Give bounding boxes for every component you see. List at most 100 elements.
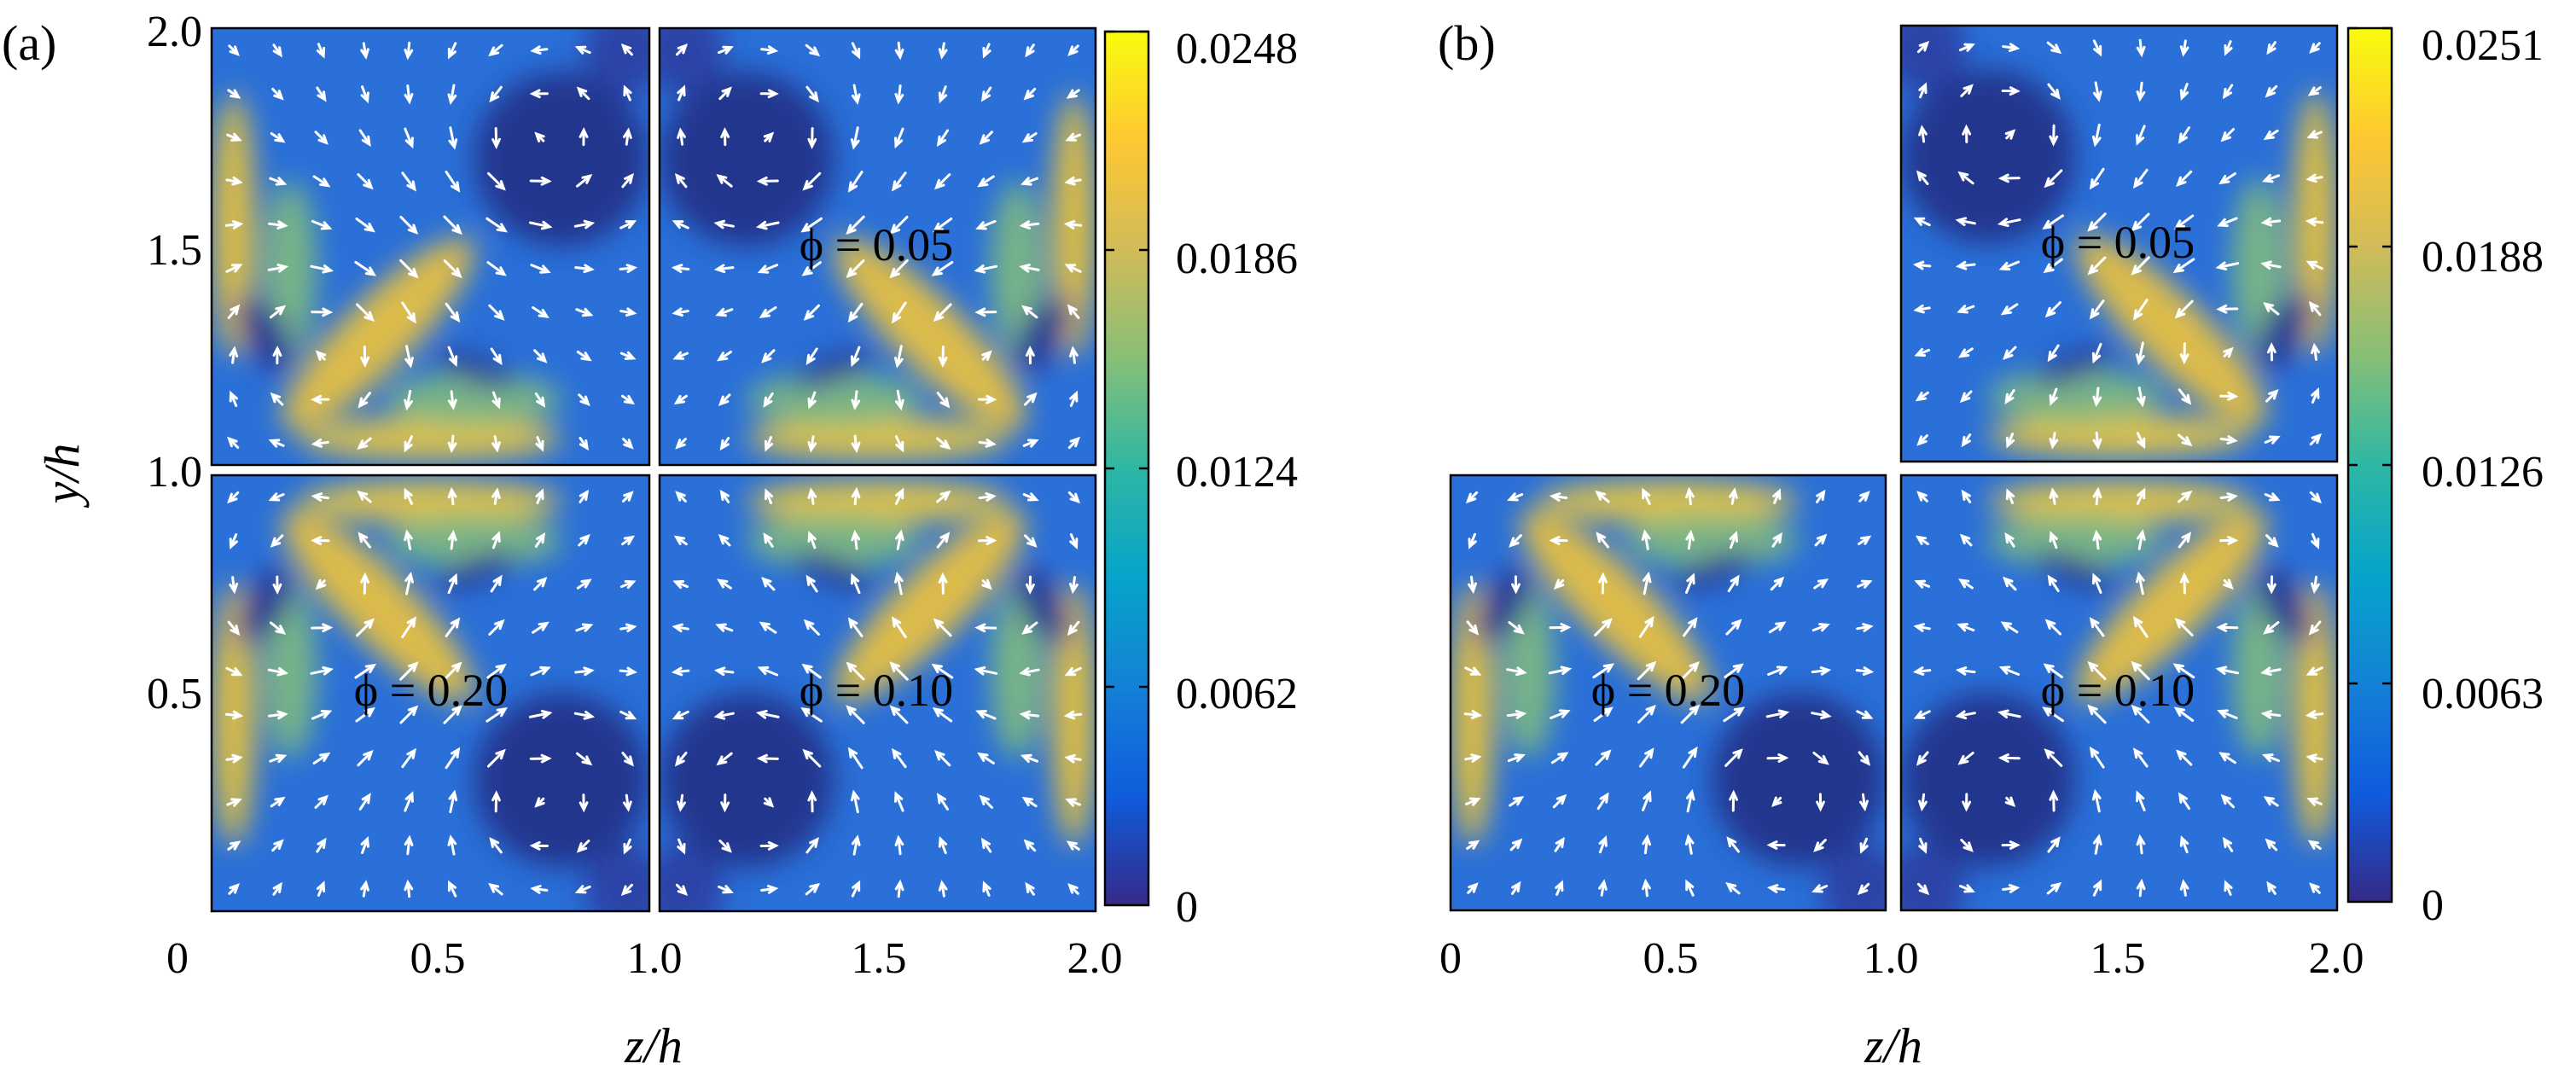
velocity-arrow [622,491,634,503]
velocity-arrow [759,621,777,634]
velocity-arrow [1511,575,1521,595]
velocity-arrow [443,661,462,681]
quadrant-frame [1899,474,2339,912]
velocity-arrow [1019,220,1040,230]
velocity-arrow [1961,489,1972,503]
velocity-arrow [1857,882,1870,896]
velocity-arrow [1025,44,1035,58]
velocity-arrow [534,131,545,142]
velocity-arrow [1595,749,1612,766]
velocity-arrow [445,302,461,323]
velocity-arrow [894,41,904,61]
panel-label-a: (a) [2,15,56,71]
velocity-arrow [228,44,240,56]
velocity-arrow [1021,132,1038,143]
velocity-arrow [1548,665,1573,676]
velocity-arrow [1855,666,1875,676]
velocity-arrow [2089,746,2105,769]
velocity-arrow [491,127,501,149]
velocity-arrow [2173,214,2195,230]
velocity-arrow [1918,125,1928,143]
velocity-arrow [1962,124,1972,143]
velocity-arrow [399,259,419,279]
velocity-arrow [2043,663,2063,678]
y-tick-label: 0.5 [147,670,202,718]
velocity-arrow [675,883,689,897]
velocity-arrow [2305,217,2324,227]
velocity-arrow [486,663,507,679]
velocity-arrow [2261,753,2280,763]
velocity-arrow [445,617,461,637]
velocity-arrow [1959,43,1975,52]
velocity-arrow [1507,492,1524,502]
velocity-arrow [360,835,369,854]
velocity-arrow [1592,663,1615,679]
velocity-arrow [1554,836,1565,852]
velocity-arrow [2176,749,2193,766]
velocity-arrow [2131,660,2150,681]
velocity-arrow [623,793,632,812]
velocity-arrow [1959,390,1973,404]
velocity-arrow [620,883,633,897]
velocity-arrow [677,838,686,855]
velocity-arrow [1637,705,1656,724]
velocity-arrow [1961,433,1972,448]
phi-annotation: ϕ = 0.05 [2041,217,2195,268]
heatmap-quadrant [212,28,649,465]
velocity-arrow [619,623,637,633]
velocity-arrow [850,572,861,595]
velocity-arrow [1811,884,1829,893]
velocity-arrow [761,349,776,363]
velocity-arrow [268,492,285,502]
velocity-arrow [1464,753,1482,763]
velocity-arrow [938,835,948,854]
velocity-arrow [316,837,327,853]
velocity-arrow [977,175,995,188]
velocity-arrow [310,665,334,676]
velocity-arrow [227,491,240,504]
velocity-arrow [2266,880,2277,895]
colorbar-tick-label: 0 [2422,881,2444,930]
velocity-arrow [975,219,997,230]
velocity-arrow [894,834,904,856]
heatmap-quadrant [660,475,1096,911]
phi-annotation: ϕ = 0.10 [800,665,953,716]
velocity-arrow [673,394,688,405]
velocity-arrow [2179,39,2189,57]
velocity-arrow [1915,535,1929,545]
velocity-arrow [404,834,414,856]
velocity-arrow [1642,571,1652,596]
velocity-arrow [491,435,501,453]
velocity-arrow [805,347,818,365]
velocity-arrow [532,621,550,634]
velocity-arrow [1023,839,1037,852]
velocity-arrow [311,492,329,502]
velocity-arrow [895,389,904,411]
velocity-arrow [1025,575,1035,595]
velocity-arrow [2136,571,2145,596]
velocity-arrow [1064,176,1082,186]
velocity-arrow [2087,661,2107,680]
velocity-arrow [2132,299,2149,321]
velocity-arrow [1596,792,1609,811]
velocity-arrow [713,666,735,677]
velocity-arrow [2263,796,2279,807]
velocity-arrow [528,710,553,719]
velocity-arrow [761,577,776,591]
velocity-arrow [938,880,948,898]
velocity-arrow [491,391,501,410]
velocity-arrow [1915,391,1929,402]
x-axis-label: z/h [1864,1018,1922,1073]
velocity-arrow [355,217,375,233]
velocity-arrow [672,220,689,230]
velocity-arrow [619,220,637,230]
velocity-arrow [1856,710,1874,719]
velocity-arrow [316,43,326,59]
phi-annotation: ϕ = 0.20 [1591,665,1745,716]
velocity-arrow [401,301,416,324]
velocity-arrow [1637,660,1657,681]
x-tick-label: 0 [1439,934,1462,983]
velocity-arrow [1642,790,1652,811]
velocity-arrow [719,489,730,503]
velocity-arrow [1064,264,1082,273]
